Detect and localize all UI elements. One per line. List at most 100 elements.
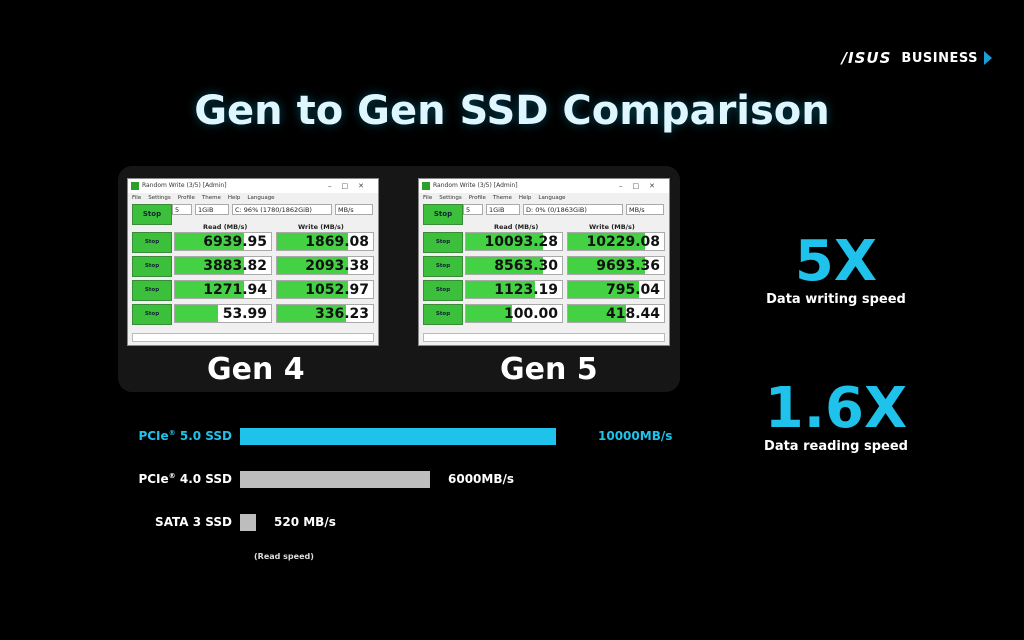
- drive-select[interactable]: D: 0% (0/1863GiB): [523, 204, 623, 215]
- asus-business-logo: /ISUS BUSINESS: [842, 49, 992, 67]
- control-row: Stop 5 1GiB C: 96% (1780/1862GiB) MB/s: [128, 203, 378, 225]
- unit-select[interactable]: MB/s: [626, 204, 664, 215]
- asus-wordmark: /ISUS: [841, 49, 892, 67]
- benchmark-row: Stop 6939.95 1869.08: [132, 232, 374, 253]
- status-bar: [423, 333, 665, 342]
- status-bar: [132, 333, 374, 342]
- gen4-benchmark-window: Random Write (3/5) [Admin] –□✕ File Setting…: [127, 178, 379, 346]
- write-fill-bar: [568, 257, 645, 274]
- slide-title: Gen to Gen SSD Comparison: [194, 88, 830, 134]
- read-value: 53.99: [222, 306, 267, 322]
- menu-item[interactable]: File: [132, 195, 142, 201]
- row-stop-button[interactable]: Stop: [132, 304, 172, 325]
- row-stop-button[interactable]: Stop: [132, 280, 172, 301]
- speed-bar-value: 6000MB/s: [448, 472, 515, 486]
- window-title: Random Write (3/5) [Admin]: [433, 182, 518, 189]
- write-value: 9693.36: [596, 258, 660, 274]
- menu-item[interactable]: File: [423, 195, 433, 201]
- row-stop-button[interactable]: Stop: [132, 232, 172, 253]
- write-value-box: 2093.38: [276, 256, 374, 275]
- read-fill-bar: [466, 281, 536, 298]
- speed-bar-value: 10000MB/s: [598, 429, 673, 443]
- row-stop-button[interactable]: Stop: [423, 256, 463, 277]
- menu-bar: File Settings Profile Theme Help Language: [419, 193, 669, 203]
- window-titlebar: Random Write (3/5) [Admin] –□✕: [419, 179, 669, 193]
- write-value-box: 418.44: [567, 304, 665, 323]
- menu-item[interactable]: Language: [538, 195, 566, 201]
- write-fill-bar: [277, 305, 347, 322]
- size-select[interactable]: 1GiB: [486, 204, 520, 215]
- drive-select[interactable]: C: 96% (1780/1862GiB): [232, 204, 332, 215]
- write-value-box: 336.23: [276, 304, 374, 323]
- all-stop-button[interactable]: Stop: [423, 204, 463, 225]
- maximize-icon[interactable]: □: [341, 182, 359, 190]
- menu-item[interactable]: Settings: [439, 195, 462, 201]
- unit-select[interactable]: MB/s: [335, 204, 373, 215]
- menu-item[interactable]: Theme: [492, 195, 512, 201]
- write-value-box: 1869.08: [276, 232, 374, 251]
- row-stop-button[interactable]: Stop: [423, 232, 463, 253]
- row-stop-button[interactable]: Stop: [423, 304, 463, 325]
- size-select[interactable]: 1GiB: [195, 204, 229, 215]
- close-icon[interactable]: ✕: [358, 182, 374, 190]
- benchmark-row: Stop 8563.30 9693.36: [423, 256, 665, 277]
- speed-bar-label: PCIe® 5.0 SSD: [138, 429, 232, 443]
- minimize-icon[interactable]: –: [619, 182, 633, 190]
- menu-item[interactable]: Profile: [468, 195, 486, 201]
- write-header: Write (MB/s): [298, 223, 344, 231]
- read-value-box: 1271.94: [174, 280, 272, 299]
- read-speed-stat: 1.6X Data reading speed: [736, 376, 936, 455]
- read-fill-bar: [175, 257, 245, 274]
- row-stop-button[interactable]: Stop: [423, 280, 463, 301]
- read-value-box: 1123.19: [465, 280, 563, 299]
- write-value: 795.04: [605, 282, 660, 298]
- app-icon: [422, 182, 430, 190]
- speed-bar-label: PCIe® 4.0 SSD: [138, 472, 232, 486]
- write-value-box: 9693.36: [567, 256, 665, 275]
- control-row: Stop 5 1GiB D: 0% (0/1863GiB) MB/s: [419, 203, 669, 225]
- gen5-label: Gen 5: [500, 352, 598, 387]
- business-wordmark: BUSINESS: [901, 50, 978, 66]
- write-value: 1052.97: [305, 282, 369, 298]
- gen5-benchmark-window: Random Write (3/5) [Admin] –□✕ File Setting…: [418, 178, 670, 346]
- read-value: 1271.94: [203, 282, 267, 298]
- read-value: 1123.19: [494, 282, 558, 298]
- read-value-box: 8563.30: [465, 256, 563, 275]
- row-stop-button[interactable]: Stop: [132, 256, 172, 277]
- write-value: 418.44: [605, 306, 660, 322]
- count-select[interactable]: 5: [172, 204, 192, 215]
- chevron-right-icon: [984, 51, 992, 65]
- all-stop-button[interactable]: Stop: [132, 204, 172, 225]
- window-controls: –□✕: [328, 179, 374, 193]
- read-header: Read (MB/s): [494, 223, 539, 231]
- read-header: Read (MB/s): [203, 223, 248, 231]
- window-title: Random Write (3/5) [Admin]: [142, 182, 227, 189]
- menu-item[interactable]: Help: [227, 195, 241, 201]
- read-value: 10093.28: [484, 234, 558, 250]
- close-icon[interactable]: ✕: [649, 182, 665, 190]
- maximize-icon[interactable]: □: [632, 182, 650, 190]
- benchmark-row: Stop 1123.19 795.04: [423, 280, 665, 301]
- read-speed-multiplier: 1.6X: [764, 376, 908, 441]
- write-speed-caption: Data writing speed: [766, 292, 906, 307]
- count-select[interactable]: 5: [463, 204, 483, 215]
- read-value: 6939.95: [203, 234, 267, 250]
- speed-bar: [240, 428, 556, 445]
- benchmark-row: Stop 10093.28 10229.08: [423, 232, 665, 253]
- write-value: 2093.38: [305, 258, 369, 274]
- menu-item[interactable]: Language: [247, 195, 275, 201]
- read-fill-bar: [466, 305, 513, 322]
- benchmark-row: Stop 3883.82 2093.38: [132, 256, 374, 277]
- write-value-box: 1052.97: [276, 280, 374, 299]
- speed-bar: [240, 471, 430, 488]
- menu-item[interactable]: Settings: [148, 195, 171, 201]
- menu-item[interactable]: Profile: [177, 195, 195, 201]
- minimize-icon[interactable]: –: [328, 182, 342, 190]
- write-fill-bar: [568, 305, 626, 322]
- menu-bar: File Settings Profile Theme Help Language: [128, 193, 378, 203]
- menu-item[interactable]: Help: [518, 195, 532, 201]
- menu-item[interactable]: Theme: [201, 195, 221, 201]
- write-value-box: 10229.08: [567, 232, 665, 251]
- read-value-box: 100.00: [465, 304, 563, 323]
- write-fill-bar: [277, 281, 349, 298]
